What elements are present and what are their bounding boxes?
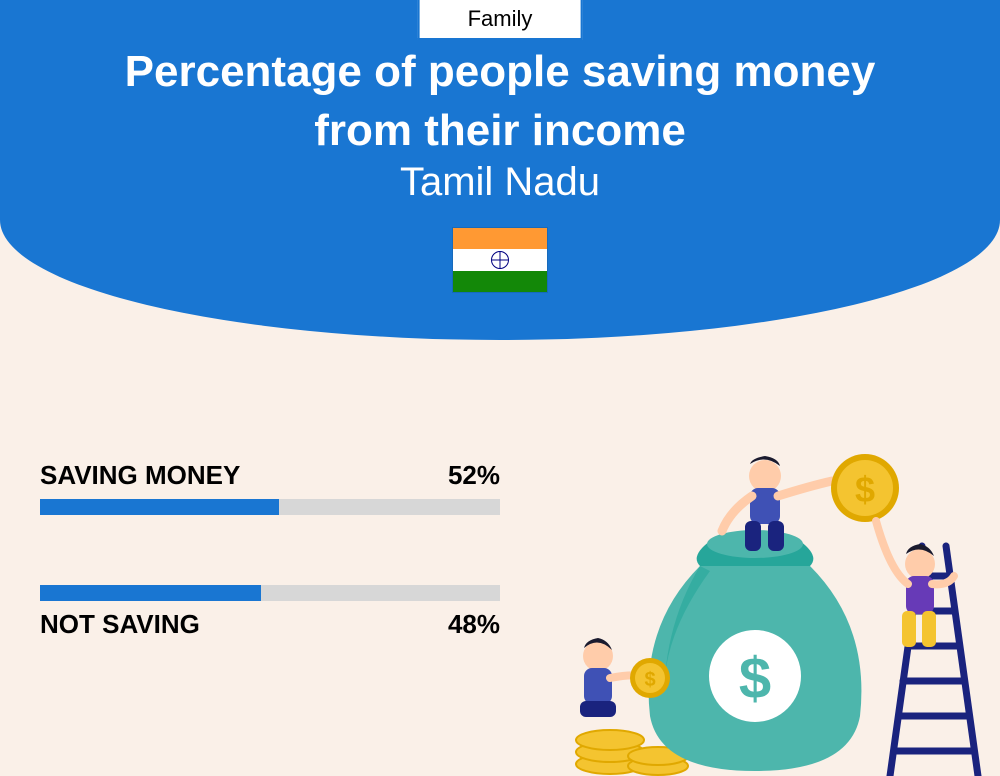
bar-not-saving: NOT SAVING 48% xyxy=(40,585,500,640)
bar-label: NOT SAVING xyxy=(40,609,200,640)
category-text: Family xyxy=(468,6,533,31)
bar-track xyxy=(40,585,500,601)
bar-value: 48% xyxy=(448,609,500,640)
coin-icon: $ xyxy=(831,454,899,522)
india-flag-icon xyxy=(453,228,547,292)
bar-track xyxy=(40,499,500,515)
flag-stripe-middle xyxy=(453,249,547,270)
svg-text:$: $ xyxy=(855,469,875,510)
bar-label-row: NOT SAVING 48% xyxy=(40,609,500,640)
category-badge: Family xyxy=(418,0,583,40)
bar-label: SAVING MONEY xyxy=(40,460,240,491)
bar-saving-money: SAVING MONEY 52% xyxy=(40,460,500,515)
bar-fill xyxy=(40,585,261,601)
svg-text:$: $ xyxy=(644,669,655,691)
bar-fill xyxy=(40,499,279,515)
bar-label-row: SAVING MONEY 52% xyxy=(40,460,500,491)
bar-value: 52% xyxy=(448,460,500,491)
money-saving-illustration: $ $ xyxy=(550,426,990,776)
page-subtitle: Tamil Nadu xyxy=(0,160,1000,205)
flag-stripe-top xyxy=(453,228,547,249)
ashoka-chakra-icon xyxy=(491,251,509,269)
person-ladder-icon xyxy=(876,521,954,647)
flag-stripe-bottom xyxy=(453,271,547,292)
svg-text:$: $ xyxy=(739,646,771,711)
page-title: Percentage of people saving money from t… xyxy=(0,42,1000,161)
money-bag-icon: $ xyxy=(649,530,862,771)
bars-area: SAVING MONEY 52% NOT SAVING 48% xyxy=(40,460,500,710)
